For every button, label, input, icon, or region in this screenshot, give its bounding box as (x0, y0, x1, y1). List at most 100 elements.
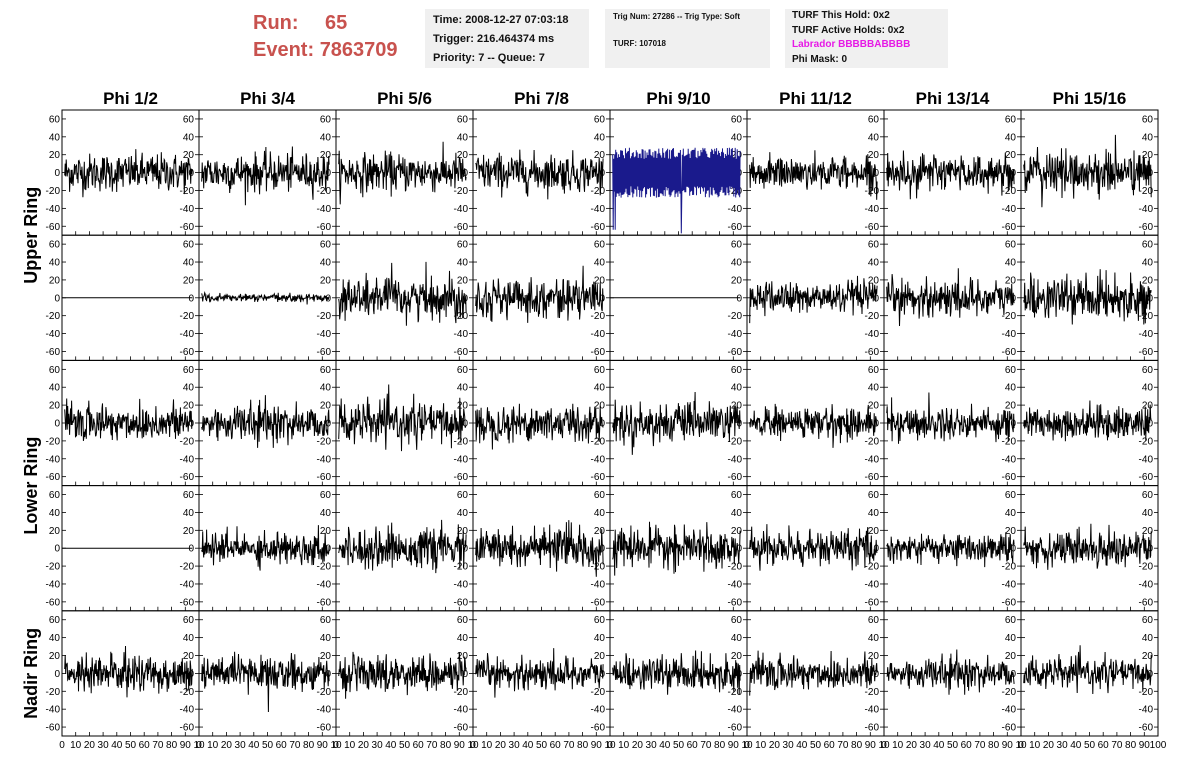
y-tick-label-right: 60 (183, 615, 195, 626)
x-tick-label: 90 (865, 740, 877, 751)
x-tick-label: 60 (1098, 740, 1110, 751)
y-tick-label-right: -40 (1002, 454, 1017, 465)
y-tick-label-right: 40 (594, 383, 606, 394)
waveform-trace (886, 649, 1015, 695)
column-title: Phi 3/4 (240, 89, 295, 108)
y-tick-label-right: 60 (1142, 240, 1154, 251)
y-tick-label-right: 60 (594, 615, 606, 626)
x-tick-label: 80 (851, 740, 863, 751)
y-tick-label-right: 40 (1142, 258, 1154, 269)
y-tick-label-right: -60 (1002, 347, 1017, 358)
y-tick-label-right: 60 (320, 240, 332, 251)
x-tick-label: 30 (372, 740, 384, 751)
y-tick-label-right: -40 (591, 579, 606, 590)
y-tick-label-left: 40 (49, 132, 61, 143)
x-tick-label: 80 (1125, 740, 1137, 751)
y-tick-label-right: 60 (1005, 365, 1017, 376)
y-tick-label-right: 60 (731, 490, 743, 501)
column-title: Phi 9/10 (646, 89, 710, 108)
y-tick-label-right: 40 (731, 383, 743, 394)
y-tick-label-right: -20 (1139, 186, 1154, 197)
x-tick-label: 80 (577, 740, 589, 751)
y-tick-label-left: 60 (49, 114, 61, 125)
y-tick-label-right: 40 (731, 508, 743, 519)
x-tick-label: 50 (536, 740, 548, 751)
y-tick-label-right: -20 (865, 562, 880, 573)
x-tick-label: 20 (495, 740, 507, 751)
y-tick-label-right: 40 (457, 383, 469, 394)
row-label: Lower Ring (21, 437, 41, 535)
y-tick-label-right: 40 (731, 258, 743, 269)
y-tick-label-right: -40 (180, 579, 195, 590)
y-tick-label-right: 40 (320, 383, 332, 394)
y-tick-label-right: 0 (462, 544, 468, 555)
y-tick-label-right: 60 (731, 365, 743, 376)
y-tick-label-left: 60 (49, 240, 61, 251)
x-tick-label: 80 (440, 740, 452, 751)
x-tick-label: 40 (248, 740, 260, 751)
x-tick-label: 70 (1111, 740, 1123, 751)
x-tick-label: 90 (1002, 740, 1014, 751)
y-tick-label-left: -20 (46, 186, 61, 197)
x-tick-label-end: 10 (878, 740, 890, 751)
y-tick-label-right: 60 (868, 240, 880, 251)
y-tick-label-right: -20 (728, 687, 743, 698)
y-tick-label-right: -20 (317, 311, 332, 322)
waveform-trace (886, 268, 1015, 327)
waveform-trace (338, 519, 467, 574)
waveform-trace (64, 149, 193, 198)
y-tick-label-right: -60 (728, 723, 743, 734)
y-tick-label-right: 20 (1142, 526, 1154, 537)
waveform-trace (201, 525, 330, 571)
y-tick-label-right: 0 (462, 669, 468, 680)
y-tick-label-right: -60 (180, 472, 195, 483)
y-tick-label-right: -40 (591, 705, 606, 716)
x-tick-label: 20 (84, 740, 96, 751)
y-tick-label-left: -60 (46, 472, 61, 483)
x-tick-label: 80 (988, 740, 1000, 751)
event-value: 7863709 (319, 39, 398, 61)
trig-num-text: Trig Num: 27286 -- Trig Type: Soft (613, 12, 740, 21)
y-tick-label-right: -20 (317, 562, 332, 573)
y-tick-label-right: -60 (454, 472, 469, 483)
y-tick-label-right: -60 (1002, 222, 1017, 233)
y-tick-label-right: 40 (1142, 508, 1154, 519)
panel-frame (472, 234, 611, 361)
y-tick-label-right: 60 (731, 240, 743, 251)
y-tick-label-right: -60 (865, 222, 880, 233)
x-tick-label: 0 (333, 740, 339, 751)
x-tick-label: 50 (399, 740, 411, 751)
y-tick-label-right: 60 (320, 490, 332, 501)
waveform-trace (475, 265, 604, 323)
y-tick-label-right: -40 (180, 204, 195, 215)
y-tick-label-right: -40 (1139, 329, 1154, 340)
y-tick-label-right: -20 (1002, 562, 1017, 573)
y-tick-label-right: 20 (457, 526, 469, 537)
y-tick-label-right: -20 (865, 311, 880, 322)
x-tick-label: 0 (744, 740, 750, 751)
y-tick-label-right: 20 (183, 526, 195, 537)
turf-text: TURF: 107018 (613, 39, 666, 48)
y-tick-label-right: 40 (868, 258, 880, 269)
x-tick-label: 20 (632, 740, 644, 751)
y-tick-label-left: 0 (54, 293, 60, 304)
y-tick-label-right: 40 (320, 258, 332, 269)
trigger-text: Trigger: 216.464374 ms (433, 33, 555, 45)
x-tick-label: 60 (961, 740, 973, 751)
x-tick-label: 90 (454, 740, 466, 751)
y-tick-label-right: 20 (868, 651, 880, 662)
y-tick-label-right: -20 (591, 311, 606, 322)
y-tick-label-right: -40 (865, 579, 880, 590)
y-tick-label-right: 20 (1142, 150, 1154, 161)
x-tick-label: 40 (385, 740, 397, 751)
y-tick-label-right: -60 (1002, 472, 1017, 483)
x-tick-label: 60 (687, 740, 699, 751)
y-tick-label-right: -40 (728, 454, 743, 465)
y-tick-label-right: -40 (591, 329, 606, 340)
y-tick-label-right: -40 (865, 454, 880, 465)
y-tick-label-right: 20 (594, 401, 606, 412)
y-tick-label-right: 20 (320, 401, 332, 412)
waveform-trace (612, 391, 741, 455)
y-tick-label-right: 60 (183, 365, 195, 376)
x-tick-label-end: 10 (741, 740, 753, 751)
